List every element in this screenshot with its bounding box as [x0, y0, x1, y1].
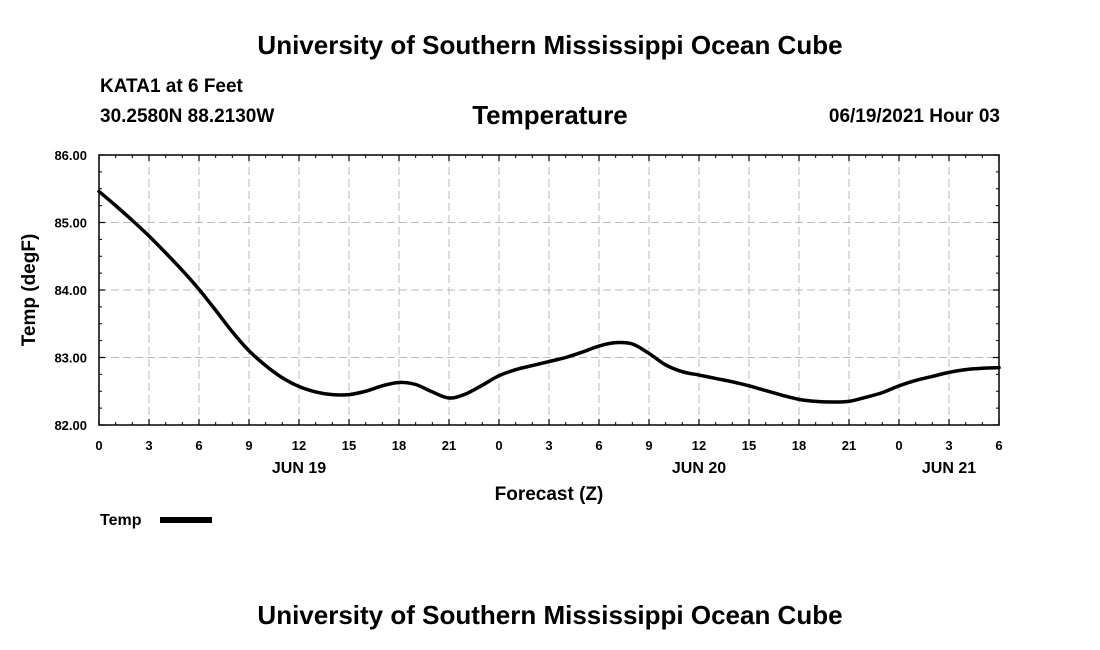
x-tick-label: 0	[895, 438, 902, 453]
x-tick-label: 18	[792, 438, 806, 453]
x-tick-label: 3	[145, 438, 152, 453]
x-tick-label: 21	[842, 438, 856, 453]
y-tick-label: 86.00	[54, 148, 87, 163]
x-tick-label: 3	[545, 438, 552, 453]
x-tick-label: 12	[692, 438, 706, 453]
grid-layer	[99, 155, 999, 425]
station-coords: 30.2580N 88.2130W	[100, 106, 275, 127]
x-tick-label: 21	[442, 438, 456, 453]
y-tick-label: 82.00	[54, 418, 87, 433]
chart-title-bottom: University of Southern Mississippi Ocean…	[257, 600, 843, 630]
x-tick-label: 6	[595, 438, 602, 453]
x-tick-label: 0	[495, 438, 502, 453]
y-axis-title: Temp (degF)	[19, 234, 40, 347]
x-tick-label: 15	[742, 438, 756, 453]
x-tick-label: 6	[195, 438, 202, 453]
plot-area	[98, 154, 1000, 426]
x-tick-label: 3	[945, 438, 952, 453]
variable-title: Temperature	[472, 100, 628, 130]
x-date-label: JUN 20	[672, 460, 726, 477]
x-tick-label: 12	[292, 438, 306, 453]
label-layer: 0 3 6 9 12 15 18 21 0 3 6 9 12 15 18 21 0 3 6 82.00 83.00 84.…	[54, 148, 1002, 477]
station-name: KATA1 at 6 Feet	[100, 76, 243, 97]
chart-title-top: University of Southern Mississippi Ocean…	[257, 30, 843, 60]
x-axis-title: Forecast (Z)	[495, 484, 604, 505]
series-line-temp	[97, 189, 1001, 404]
x-tick-label: 6	[995, 438, 1002, 453]
x-tick-label: 18	[392, 438, 406, 453]
x-date-label: JUN 19	[272, 460, 326, 477]
x-tick-label: 15	[342, 438, 356, 453]
y-tick-label: 83.00	[54, 351, 87, 366]
x-tick-label: 9	[245, 438, 252, 453]
legend-label: Temp	[100, 512, 142, 529]
forecast-timestamp: 06/19/2021 Hour 03	[828, 106, 1000, 127]
y-tick-label: 84.00	[54, 283, 87, 298]
y-tick-label: 85.00	[54, 216, 87, 231]
x-date-label: JUN 21	[922, 460, 976, 477]
x-tick-label: 9	[645, 438, 652, 453]
x-tick-label: 0	[95, 438, 102, 453]
